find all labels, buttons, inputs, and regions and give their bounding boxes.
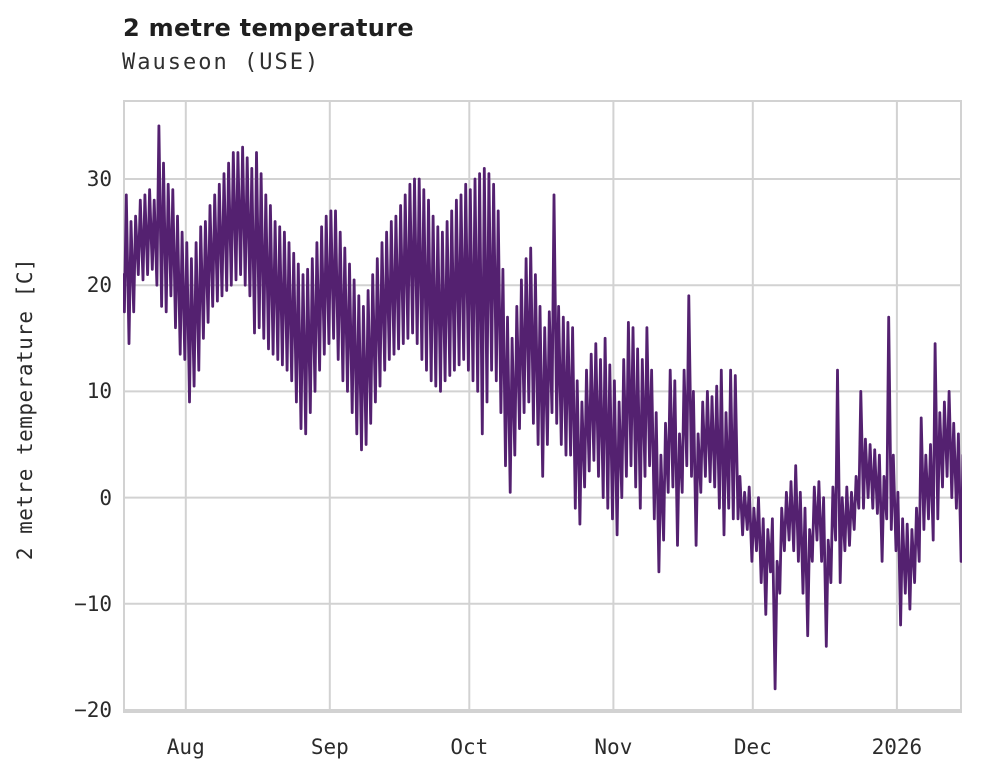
x-tick-label: Oct <box>450 735 489 759</box>
x-tick-label: Sep <box>310 735 349 759</box>
plot-border <box>123 100 962 713</box>
chart-subtitle: Wauseon (USE) <box>122 50 321 75</box>
y-tick-label: −10 <box>74 591 112 616</box>
x-tick-label: Dec <box>733 735 772 759</box>
y-tick-label: 30 <box>86 167 112 191</box>
y-tick-label: 10 <box>86 379 112 404</box>
y-axis-title: 2 metre temperature [C] <box>13 257 37 561</box>
x-tick-label: Nov <box>594 735 633 759</box>
y-tick-label: −20 <box>74 698 112 722</box>
x-tick-label: Aug <box>166 735 205 759</box>
chart-title: 2 metre temperature <box>123 14 414 42</box>
y-tick-label: 20 <box>86 273 112 298</box>
x-tick-label: 2026 <box>871 735 923 759</box>
y-tick-label: 0 <box>99 485 112 510</box>
plot-area <box>123 100 962 713</box>
temperature-line <box>123 124 962 691</box>
